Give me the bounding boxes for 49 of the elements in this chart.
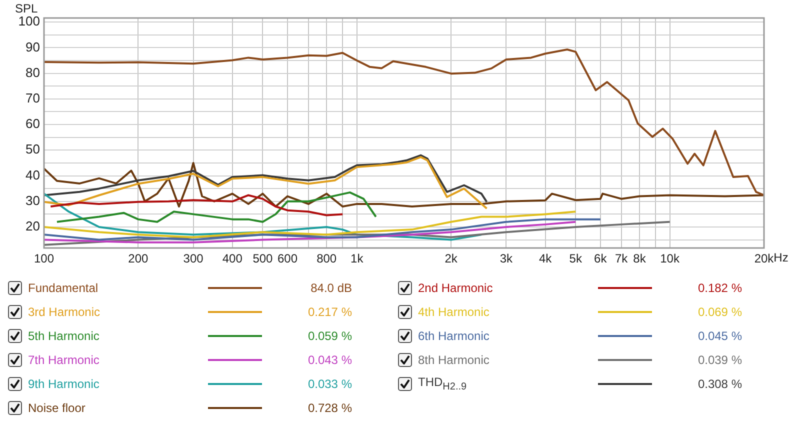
x-tick-label: 10k — [660, 252, 680, 266]
text: 0.069 % — [696, 305, 742, 319]
y-tick-label: 80 — [26, 64, 40, 80]
text: 9th Harmonic — [28, 377, 100, 391]
text: 0.059 % — [306, 329, 352, 343]
text: Noise floor — [28, 401, 86, 415]
y-tick-label: 20 — [26, 218, 40, 234]
x-tick-label: 600 — [277, 252, 298, 266]
y-tick-label: 30 — [26, 192, 40, 208]
x-tick-label: 1k — [350, 252, 364, 266]
x-tick-label: 4k — [538, 252, 553, 266]
x-tick-label: 500 — [252, 252, 274, 266]
x-tick-label: 300 — [183, 252, 204, 266]
x-tick-label: 3k — [500, 252, 514, 266]
text: Fundamental — [28, 281, 100, 295]
x-tick-label: 400 — [222, 252, 243, 266]
x-tick-label: 8k — [633, 252, 647, 266]
text: 0.033 % — [306, 377, 352, 391]
x-axis-title: Hz — [774, 250, 788, 264]
y-tick-label: 100 — [18, 14, 40, 29]
y-tick-label: 90 — [26, 39, 40, 54]
text: THD$_{H2..9}$ — [418, 375, 468, 393]
text: 84.0 dB — [310, 281, 352, 295]
y-tick-label: 40 — [26, 167, 40, 182]
x-tick-label: 2k — [444, 252, 458, 266]
text: 7th Harmonic — [28, 353, 100, 367]
text: 0.217 % — [306, 305, 352, 319]
y-axis-title: SPL — [15, 1, 38, 16]
x-tick-label: 20k — [754, 252, 775, 266]
x-tick-label: 6k — [594, 252, 608, 266]
x-tick-label: 5k — [569, 252, 583, 266]
y-tick-label: 70 — [26, 90, 40, 106]
text: 0.308 % — [696, 377, 742, 391]
text: 6th Harmonic — [418, 329, 490, 343]
x-tick-label: 200 — [128, 252, 149, 266]
text: 2nd Harmonic — [418, 281, 494, 295]
x-tick-label: 800 — [316, 252, 337, 266]
y-tick-label: 60 — [26, 116, 40, 132]
text: 0.182 % — [696, 281, 742, 295]
text: 0.039 % — [696, 353, 742, 367]
text: 0.728 % — [306, 401, 352, 415]
x-tick-label: 7k — [614, 252, 629, 266]
text: 8th Harmonic — [418, 353, 490, 367]
text: 5th Harmonic — [28, 329, 100, 343]
text: 0.043 % — [306, 353, 352, 367]
text: 0.045 % — [696, 329, 742, 343]
text: 4th Harmonic — [418, 305, 490, 319]
y-tick-label: 50 — [26, 142, 40, 157]
text: 3rd Harmonic — [28, 305, 102, 319]
